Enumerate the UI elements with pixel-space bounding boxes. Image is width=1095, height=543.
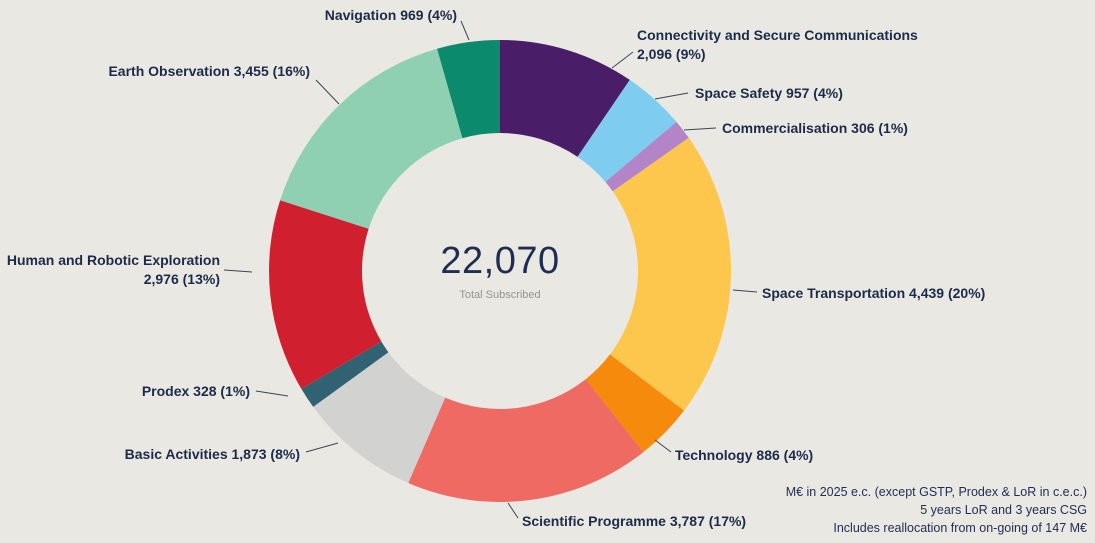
footnote-line: Includes reallocation from on-going of 1… [833,521,1087,535]
footnote-line: 5 years LoR and 3 years CSG [920,503,1087,517]
segment-label-earth-observation: Earth Observation 3,455 (16%) [108,63,310,79]
segment-arc-space-safety[interactable] [577,79,677,182]
segment-label-scientific-programme: Scientific Programme 3,787 (17%) [522,513,747,529]
leader-line-space-safety [654,92,689,100]
segment-label-connectivity-and-secure-communications: Connectivity and Secure Communications 2,… [637,27,918,62]
leader-line-connectivity-and-secure-communications [611,51,634,69]
segment-arc-commercialisation[interactable] [605,121,689,192]
leader-line-space-transportation [732,289,758,293]
segment-label-space-transportation: Space Transportation 4,439 (20%) [762,285,986,301]
leader-line-commercialisation [683,127,717,131]
leader-line-human-and-robotic-exploration [223,269,253,273]
leader-line-prodex [255,390,289,397]
segment-arc-human-and-robotic-exploration[interactable] [269,200,382,389]
segment-arc-space-transportation[interactable] [609,137,732,411]
segment-arc-prodex[interactable] [301,341,389,407]
donut-arcs [269,40,732,502]
segment-arc-technology[interactable] [585,354,685,453]
leader-line-scientific-programme [507,502,519,519]
segment-arc-earth-observation[interactable] [280,48,463,229]
leader-line-basic-activities [305,442,339,453]
footnotes: M€ in 2025 e.c. (except GSTP, Prodex & L… [786,483,1087,537]
segment-arc-scientific-programme[interactable] [408,379,644,502]
segment-label-navigation: Navigation 969 (4%) [324,7,457,23]
segment-label-technology: Technology 886 (4%) [675,447,814,463]
footnote-line: M€ in 2025 e.c. (except GSTP, Prodex & L… [785,485,1087,499]
segment-label-commercialisation: Commercialisation 306 (1%) [722,120,908,136]
leader-line-technology [654,439,672,453]
leader-lines [223,20,758,519]
segment-label-prodex: Prodex 328 (1%) [141,383,250,399]
leader-line-navigation [460,20,470,41]
segment-arc-basic-activities[interactable] [313,352,446,483]
segment-arc-connectivity-and-secure-communications[interactable] [500,40,630,157]
segment-arc-navigation[interactable] [437,40,500,139]
segment-label-human-and-robotic-exploration: Human and Robotic Exploration 2,976 (13%) [6,252,220,287]
segment-label-space-safety: Space Safety 957 (4%) [695,85,843,101]
leader-line-earth-observation [315,79,340,105]
segment-label-basic-activities: Basic Activities 1,873 (8%) [124,446,300,462]
